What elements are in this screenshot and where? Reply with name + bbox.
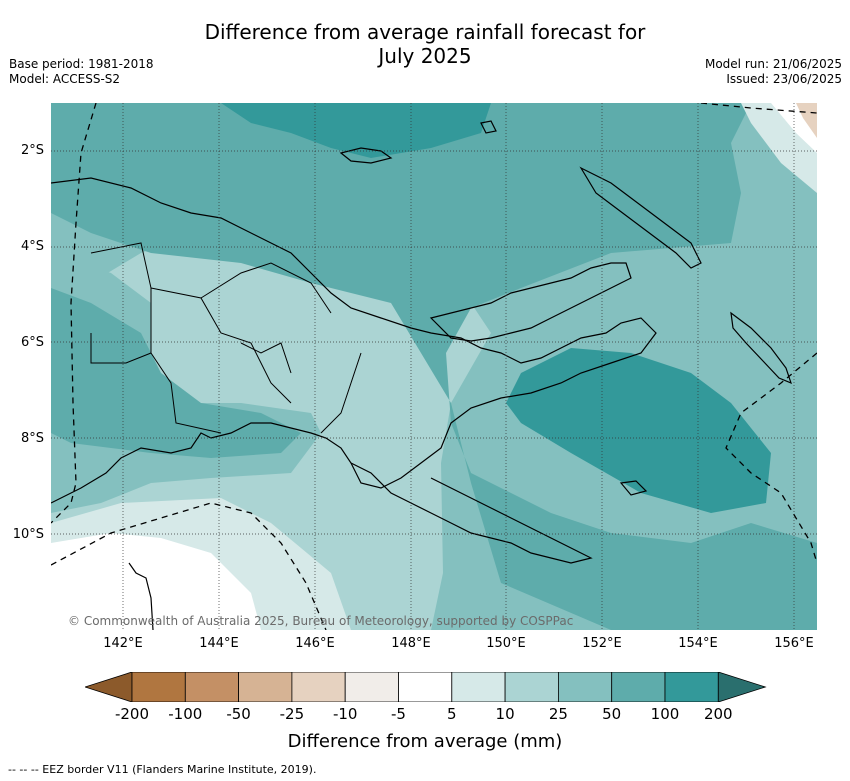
island-2 — [480, 120, 497, 134]
cape-york-coast — [128, 562, 154, 630]
issued-date: Issued: 23/06/2025 — [726, 72, 842, 86]
lon-label-150e: 150°E — [486, 636, 526, 651]
colorbar-tick-label: -200 — [114, 705, 150, 723]
new-ireland-coast — [579, 166, 702, 269]
base-period: Base period: 1981-2018 — [9, 57, 154, 71]
colorbar-cell — [184, 672, 240, 702]
colorbar-cell — [557, 672, 613, 702]
new-britain-coast — [429, 262, 632, 342]
colorbar-extend-high — [717, 672, 767, 702]
colorbar-cell — [131, 672, 186, 702]
bougainville-coast — [730, 311, 792, 385]
colorbar-tick-label: -100 — [168, 705, 203, 723]
colorbar-cell — [504, 672, 559, 702]
colorbar-tick-label: -50 — [226, 705, 251, 723]
lon-label-146e: 146°E — [295, 636, 335, 651]
map-svg — [51, 103, 817, 630]
lon-label-148e: 148°E — [391, 636, 431, 651]
map-title: Difference from average rainfall forecas… — [0, 20, 850, 68]
lat-label-6s: 6°S — [20, 335, 44, 350]
colorbar-tick-label: 100 — [650, 705, 680, 723]
colorbar-tick-label: 50 — [602, 705, 622, 723]
band-50-100 — [51, 103, 817, 630]
coastlines — [51, 120, 792, 630]
rainfall-map — [51, 103, 817, 630]
colorbar-tick-label: -5 — [391, 705, 406, 723]
meta-left: Base period: 1981-2018 Model: ACCESS-S2 — [9, 57, 154, 87]
colorbar-cell — [664, 672, 719, 702]
graticule — [51, 103, 817, 630]
colorbar — [85, 672, 767, 702]
lat-label-4s: 4°S — [20, 239, 44, 254]
new-guinea-coast — [51, 177, 657, 504]
colorbar-title: Difference from average (mm) — [287, 731, 563, 752]
band-100-200-east — [506, 348, 771, 513]
colorbar-cell — [344, 672, 399, 702]
colorbar-cell — [291, 672, 346, 702]
papua-tail-coast — [350, 462, 593, 564]
colorbar-tick-label: -10 — [332, 705, 358, 723]
copyright-notice: © Commonwealth of Australia 2025, Bureau… — [68, 614, 574, 628]
band-50-100-west — [51, 288, 301, 458]
model-name: Model: ACCESS-S2 — [9, 72, 121, 86]
band-0-5-sw — [51, 533, 261, 630]
lon-label-142e: 142°E — [103, 636, 143, 651]
title-line-1: Difference from average rainfall forecas… — [204, 20, 646, 44]
lon-label-156e: 156°E — [774, 636, 814, 651]
colorbar-tick-label: 5 — [447, 705, 457, 723]
meta-right: Model run: 21/06/2025 Issued: 23/06/2025 — [705, 57, 842, 87]
lat-label-10s: 10°S — [12, 527, 44, 542]
eez-footer-note: -- -- -- EEZ border V11 (Flanders Marine… — [8, 763, 317, 776]
colorbar-tick-label: 25 — [548, 705, 568, 723]
island-1 — [339, 147, 393, 164]
colorbar-cell — [611, 672, 666, 702]
band-100-200-north — [221, 103, 491, 158]
lon-label-144e: 144°E — [199, 636, 239, 651]
lon-label-154e: 154°E — [678, 636, 718, 651]
model-run: Model run: 21/06/2025 — [704, 57, 842, 71]
lon-label-152e: 152°E — [582, 636, 622, 651]
title-line-2: July 2025 — [378, 44, 472, 68]
colorbar-extend-low — [85, 672, 133, 702]
colorbar-tick-label: 200 — [703, 705, 733, 723]
colorbar-tick-label: -25 — [279, 705, 305, 723]
lat-label-2s: 2°S — [20, 143, 44, 158]
colorbar-cell — [398, 672, 453, 702]
colorbar-cell — [238, 672, 293, 702]
eez-borders — [51, 103, 817, 630]
colorbar-tick-label: 10 — [495, 705, 515, 723]
island-3 — [619, 480, 648, 496]
province-borders — [90, 242, 362, 434]
lat-label-8s: 8°S — [20, 431, 44, 446]
colorbar-cell — [451, 672, 506, 702]
